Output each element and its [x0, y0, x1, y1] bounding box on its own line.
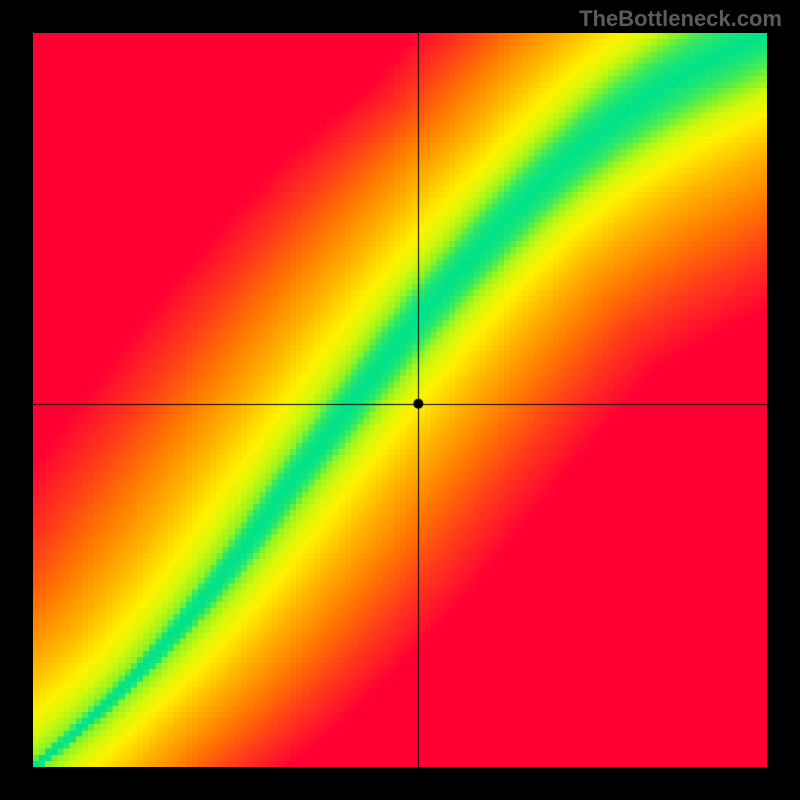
source-watermark: TheBottleneck.com [579, 6, 782, 32]
bottleneck-heatmap [33, 33, 767, 767]
chart-container: TheBottleneck.com [0, 0, 800, 800]
